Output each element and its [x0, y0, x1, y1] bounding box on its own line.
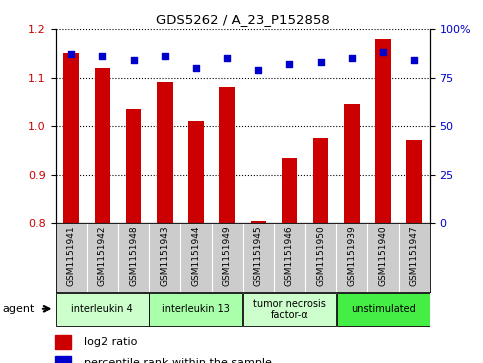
Bar: [282, 158, 298, 223]
Point: [255, 67, 262, 73]
Point: [285, 61, 293, 67]
Text: interleukin 13: interleukin 13: [162, 305, 230, 314]
Bar: [219, 87, 235, 223]
Bar: [407, 140, 422, 223]
Bar: [375, 39, 391, 223]
Text: GSM1151944: GSM1151944: [191, 225, 200, 286]
Bar: [126, 109, 142, 223]
Point: [348, 55, 356, 61]
Text: GSM1151948: GSM1151948: [129, 225, 138, 286]
Text: unstimulated: unstimulated: [351, 305, 415, 314]
Point: [99, 53, 106, 59]
Text: interleukin 4: interleukin 4: [71, 305, 133, 314]
Point: [379, 49, 387, 55]
Point: [129, 57, 137, 63]
Bar: [344, 104, 360, 223]
Bar: [149, 293, 242, 326]
Text: GSM1151946: GSM1151946: [285, 225, 294, 286]
Text: GSM1151939: GSM1151939: [347, 225, 356, 286]
Point: [411, 57, 418, 63]
Bar: [95, 68, 110, 223]
Point: [317, 59, 325, 65]
Title: GDS5262 / A_23_P152858: GDS5262 / A_23_P152858: [156, 13, 329, 26]
Bar: [313, 138, 328, 223]
Bar: [251, 221, 266, 223]
Bar: [55, 335, 71, 348]
Text: GSM1151940: GSM1151940: [379, 225, 387, 286]
Bar: [337, 293, 429, 326]
Point: [67, 52, 75, 57]
Text: GSM1151945: GSM1151945: [254, 225, 263, 286]
Text: agent: agent: [3, 304, 35, 314]
Text: GSM1151950: GSM1151950: [316, 225, 325, 286]
Bar: [157, 82, 172, 223]
Point: [223, 55, 231, 61]
Text: tumor necrosis
factor-α: tumor necrosis factor-α: [253, 299, 326, 320]
Point: [192, 65, 200, 71]
Text: GSM1151942: GSM1151942: [98, 225, 107, 286]
Text: GSM1151947: GSM1151947: [410, 225, 419, 286]
Text: percentile rank within the sample: percentile rank within the sample: [84, 358, 271, 363]
Bar: [243, 293, 336, 326]
Bar: [56, 293, 149, 326]
Text: GSM1151941: GSM1151941: [67, 225, 76, 286]
Point: [161, 53, 169, 59]
Bar: [188, 121, 204, 223]
Bar: [63, 53, 79, 223]
Bar: [55, 356, 71, 363]
Text: GSM1151943: GSM1151943: [160, 225, 169, 286]
Text: log2 ratio: log2 ratio: [84, 337, 137, 347]
Text: GSM1151949: GSM1151949: [223, 225, 232, 286]
